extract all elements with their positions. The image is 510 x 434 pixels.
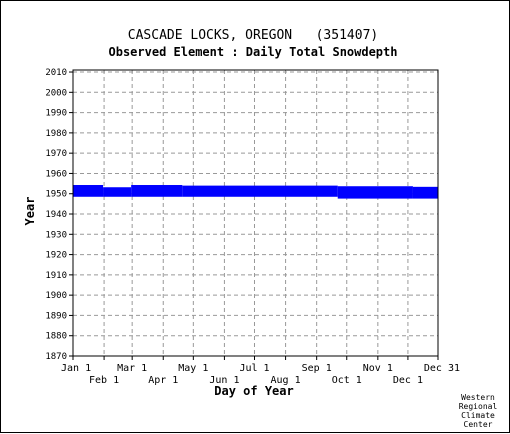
plot-border — [72, 69, 439, 357]
y-tick-label: 1910 — [45, 271, 67, 281]
credit-line: Western — [461, 393, 495, 402]
data-bar — [412, 186, 438, 199]
y-tick-label: 1950 — [45, 190, 67, 200]
y-tick-label: 1940 — [45, 210, 67, 220]
data-bar — [73, 185, 104, 197]
credit-block: Western Regional Climate Center — [459, 393, 498, 429]
x-tick-label: Dec 31 — [424, 363, 460, 374]
x-tick-label: Jun 1 — [209, 375, 239, 386]
y-tick-label: 1880 — [45, 332, 67, 342]
x-tick-label: Feb 1 — [89, 375, 119, 386]
x-tick-label: Oct 1 — [332, 375, 362, 386]
x-tick-label: Mar 1 — [117, 363, 147, 374]
data-bar — [131, 185, 183, 197]
x-tick-label: Dec 1 — [393, 375, 423, 386]
y-tick-label: 1980 — [45, 129, 67, 139]
x-tick-label: Aug 1 — [271, 375, 301, 386]
y-tick-label: 1990 — [45, 109, 67, 119]
y-tick-label: 1970 — [45, 149, 67, 159]
y-tick-label: 1930 — [45, 230, 67, 240]
credit-line: Center — [464, 420, 493, 429]
data-bar — [103, 187, 132, 197]
y-tick-label: 1920 — [45, 251, 67, 261]
y-tick-label: 1890 — [45, 311, 67, 321]
x-tick-label: Nov 1 — [363, 363, 393, 374]
data-bar — [182, 185, 338, 197]
x-axis-label: Day of Year — [214, 384, 293, 398]
chart-subtitle: Observed Element : Daily Total Snowdepth — [109, 45, 398, 59]
y-tick-label: 1870 — [45, 352, 67, 362]
x-tick-label: Jan 1 — [61, 363, 91, 374]
y-axis-label: Year — [23, 197, 37, 226]
y-tick-label: 1960 — [45, 169, 67, 179]
x-tick-label: Sep 1 — [302, 363, 332, 374]
credit-line: Climate — [461, 411, 495, 420]
data-bar — [337, 186, 413, 199]
x-tick-label: Jul 1 — [239, 363, 269, 374]
chart-title: CASCADE LOCKS, OREGON (351407) — [128, 28, 378, 43]
y-tick-label: 2010 — [45, 68, 67, 78]
y-tick-label: 1900 — [45, 291, 67, 301]
credit-line: Regional — [459, 402, 498, 411]
x-tick-label: May 1 — [178, 363, 208, 374]
y-tick-label: 2000 — [45, 88, 67, 98]
x-tick-label: Apr 1 — [148, 375, 178, 386]
plot-area: 1870 1880 1890 1900 1910 1920 1930 1940 1950 1960… — [45, 68, 460, 386]
